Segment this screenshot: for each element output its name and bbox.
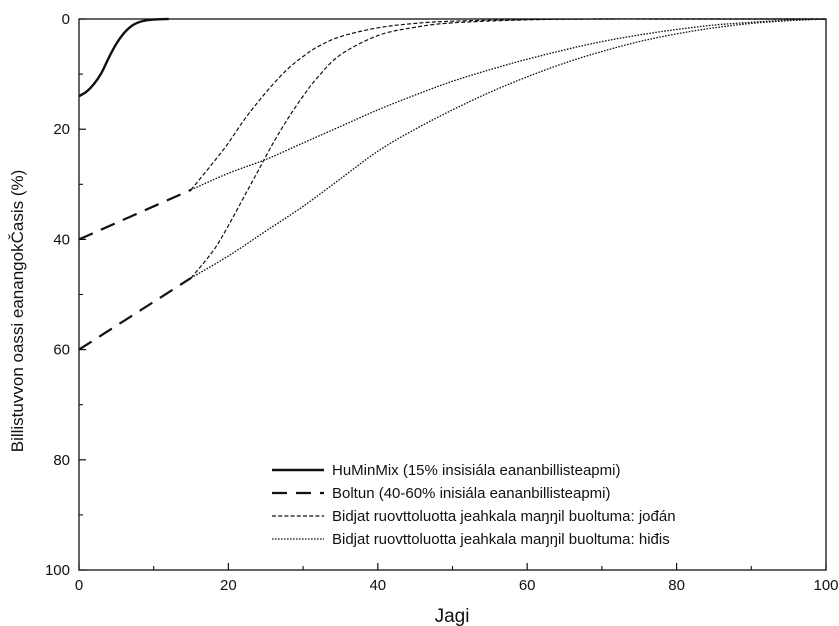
y-tick-label: 0 (62, 11, 70, 28)
x-tick-label: 80 (668, 577, 685, 594)
series-line-1 (78, 17, 169, 98)
legend: HuMinMix (15% insisiála eananbillisteapm… (272, 462, 676, 548)
x-tick-label: 100 (813, 577, 838, 594)
legend-label: Boltun (40-60% inisiála eananbillisteapm… (332, 485, 611, 502)
y-tick-label: 20 (53, 121, 70, 138)
series-line-2 (78, 188, 192, 241)
y-tick-label: 100 (45, 562, 70, 579)
legend-label: Bidjat ruovttoluotta jeahkala maŋŋil buo… (332, 531, 670, 548)
series-line-5 (190, 18, 826, 279)
x-tick-label: 40 (369, 577, 386, 594)
y-tick-label: 40 (53, 231, 70, 248)
y-tick-label: 80 (53, 452, 70, 469)
y-tick-label: 60 (53, 342, 70, 359)
series-layer (78, 17, 827, 351)
x-tick-label: 20 (220, 577, 237, 594)
series-line-7 (190, 18, 827, 279)
series-line-6 (190, 18, 827, 191)
x-axis-title: Jagi (435, 606, 470, 626)
legend-label: HuMinMix (15% insisiála eananbillisteapm… (332, 462, 620, 479)
series-line-4 (190, 18, 826, 191)
legend-label: Bidjat ruovttoluotta jeahkala maŋŋil buo… (332, 508, 676, 525)
plot-frame (78, 18, 827, 571)
ticks-layer: 0 20 40 60 80 100 0 20 40 60 80 100 (45, 11, 839, 594)
series-line-3 (78, 277, 192, 351)
x-tick-label: 60 (519, 577, 536, 594)
y-axis-title: Billistuvvon oassi eanangokČasis (%) (8, 170, 27, 453)
x-tick-label: 0 (75, 577, 83, 594)
